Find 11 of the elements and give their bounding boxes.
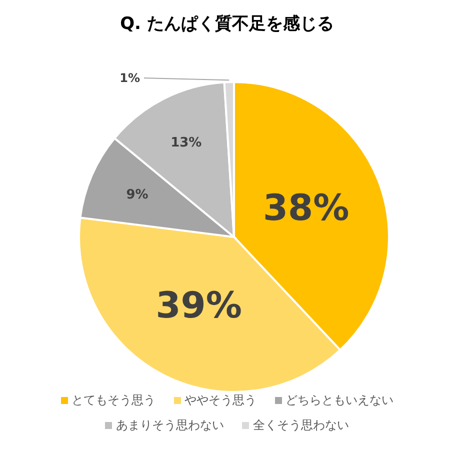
chart-title: Q. たんぱく質不足を感じる xyxy=(119,13,335,36)
legend-label: あまりそう思わない xyxy=(116,417,224,434)
legend-label: ややそう思う xyxy=(184,392,256,409)
data-label: 38% xyxy=(262,188,350,229)
data-label: 13% xyxy=(170,136,202,151)
data-label: 1% xyxy=(120,71,140,85)
legend-label: とてもそう思う xyxy=(72,392,156,409)
legend-label: 全くそう思わない xyxy=(253,417,349,434)
data-label: 39% xyxy=(156,286,242,327)
legend-label: どちらともいえない xyxy=(286,392,394,409)
data-label: 9% xyxy=(126,188,148,203)
